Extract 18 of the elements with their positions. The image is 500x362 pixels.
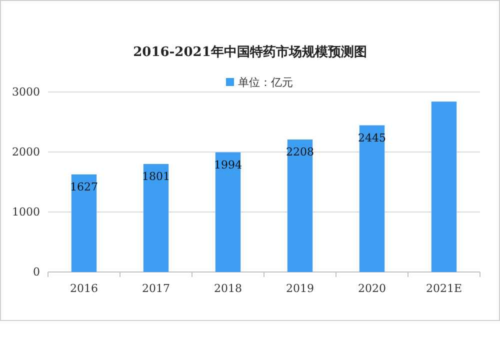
bar	[215, 152, 241, 272]
bar	[431, 102, 457, 272]
y-tick-label: 3000	[12, 86, 40, 99]
y-tick-label: 2000	[12, 146, 40, 159]
bar	[359, 125, 385, 272]
bar	[71, 174, 97, 272]
x-tick-label: 2021E	[426, 282, 462, 295]
bar	[143, 164, 169, 272]
y-tick-label: 1000	[12, 206, 40, 219]
x-tick-label: 2019	[286, 282, 314, 295]
x-tick-label: 2016	[70, 282, 98, 295]
x-tick-label: 2020	[358, 282, 386, 295]
bar	[287, 140, 313, 272]
legend-label: 单位：亿元	[238, 76, 293, 89]
chart-title: 2016-2021年中国特药市场规模预测图	[133, 44, 367, 60]
y-tick-label: 0	[33, 266, 40, 279]
x-tick-label: 2017	[142, 282, 170, 295]
x-tick-label: 2018	[214, 282, 242, 295]
